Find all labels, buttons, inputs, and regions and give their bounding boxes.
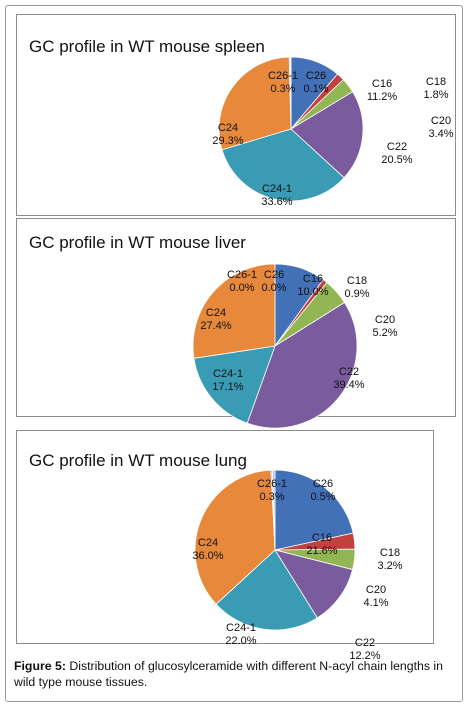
slice-value-c24-1: 22.0%	[225, 635, 256, 647]
spleen-chart-panel: GC profile in WT mouse spleen C16 11.2% C1…	[16, 14, 456, 216]
slice-label-c24: C24	[206, 307, 226, 319]
slice-value-c24-1: 17.1%	[212, 381, 243, 393]
liver-chart-panel: GC profile in WT mouse liver C16 10.0% C18…	[16, 218, 456, 429]
slice-value-c18: 0.9%	[344, 288, 369, 300]
slice-value-c26-1: 0.3%	[259, 491, 284, 503]
slice-label-c24-1: C24-1	[226, 622, 256, 634]
slice-value-c20: 4.1%	[363, 597, 388, 609]
slice-value-c20: 5.2%	[372, 327, 397, 339]
slice-value-c18: 3.2%	[377, 560, 402, 572]
slice-label-c26: C26	[306, 70, 326, 82]
figure-caption-label: Figure 5:	[14, 659, 66, 673]
slice-value-c22: 20.5%	[381, 154, 412, 166]
slice-value-c18: 1.8%	[423, 89, 448, 101]
slice-value-c20: 3.4%	[428, 128, 453, 140]
lung-chart-title: GC profile in WT mouse lung	[29, 451, 247, 470]
figure-caption-text: Distribution of glucosylceramide with di…	[14, 659, 443, 689]
liver-chart-title: GC profile in WT mouse liver	[29, 233, 246, 252]
pie-slice-c22	[246, 301, 358, 429]
pie-slice-c24	[218, 56, 292, 151]
slice-label-c20: C20	[375, 314, 395, 326]
slice-value-c16: 21.6%	[306, 545, 337, 557]
slice-value-c26: 0.1%	[303, 83, 328, 95]
slice-label-c18: C18	[347, 275, 367, 287]
slice-value-c16: 11.2%	[367, 91, 398, 103]
slice-label-c16: C16	[303, 273, 323, 285]
slice-value-c26-1: 0.3%	[270, 83, 295, 95]
spleen-chart-title: GC profile in WT mouse spleen	[29, 37, 265, 56]
slice-label-c24-1: C24-1	[262, 183, 292, 195]
slice-value-c24: 27.4%	[200, 320, 231, 332]
slice-value-c16: 10.0%	[297, 286, 328, 298]
slice-value-c22: 39.4%	[333, 379, 364, 391]
slice-value-c24: 36.0%	[192, 550, 223, 562]
lung-chart-panel: GC profile in WT mouse lung C16 21.6% C18 3…	[16, 430, 434, 662]
slice-label-c24: C24	[218, 122, 238, 134]
slice-label-c16: C16	[372, 78, 392, 90]
slice-value-c26: 0.5%	[310, 491, 335, 503]
pie-slice-c26	[272, 469, 276, 551]
slice-label-c24: C24	[198, 537, 218, 549]
slice-label-c26-1: C26-1	[227, 269, 257, 281]
slice-value-c24-1: 33.6%	[261, 196, 292, 208]
pie-slice-c24-1	[221, 128, 345, 202]
figure-caption: Figure 5: Distribution of glucosylcerami…	[14, 658, 454, 690]
pie-slice-c22	[290, 91, 364, 179]
slice-label-c26: C26	[313, 478, 333, 490]
slice-label-c26-1: C26-1	[257, 478, 287, 490]
pie-slice-c24	[194, 469, 276, 605]
slice-value-c24: 29.3%	[212, 135, 243, 147]
slice-label-c18: C18	[426, 76, 446, 88]
slice-value-c26-1: 0.0%	[229, 282, 254, 294]
pie-slice-c24	[192, 263, 276, 359]
pie-slice-c22	[274, 549, 354, 619]
slice-label-c24-1: C24-1	[213, 368, 243, 380]
slice-label-c20: C20	[431, 115, 451, 127]
slice-value-c26: 0.0%	[261, 282, 286, 294]
slice-label-c26-1: C26-1	[268, 70, 298, 82]
slice-label-c18: C18	[380, 547, 400, 559]
slice-label-c20: C20	[366, 584, 386, 596]
slice-label-c22: C22	[339, 366, 359, 378]
slice-label-c22: C22	[387, 141, 407, 153]
pie-slice-c24-1	[215, 549, 318, 631]
slice-label-c22: C22	[355, 637, 375, 649]
slice-label-c16: C16	[312, 532, 332, 544]
pie-slice-c24-1	[193, 345, 276, 424]
slice-label-c26: C26	[264, 269, 284, 281]
pie-slice-c16	[274, 469, 354, 551]
slice-value-c22: 12.2%	[349, 650, 380, 662]
